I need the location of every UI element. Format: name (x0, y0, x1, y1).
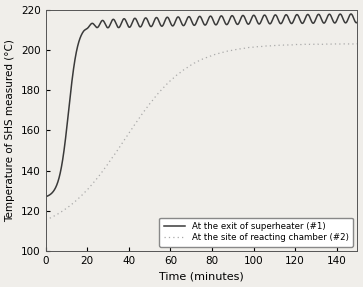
At the site of reacting chamber (#2) (176, 72, 181, 75)
X-axis label: Time (minutes): Time (minutes) (159, 272, 244, 282)
At the exit of superheater (#1) (79, 34, 83, 37)
At the exit of superheater (#1) (98, 22, 102, 26)
Y-axis label: Temperature of SHS measured (°C): Temperature of SHS measured (°C) (5, 39, 16, 222)
At the site of reacting chamber (#2) (315, 42, 320, 46)
Line: At the site of reacting chamber (#2): At the site of reacting chamber (#2) (46, 44, 358, 220)
At the site of reacting chamber (#2) (355, 42, 360, 46)
At the exit of superheater (#1) (349, 12, 354, 16)
At the site of reacting chamber (#2) (349, 42, 354, 46)
Line: At the exit of superheater (#1): At the exit of superheater (#1) (46, 14, 358, 197)
At the exit of superheater (#1) (315, 13, 320, 17)
At the exit of superheater (#1) (176, 15, 181, 19)
Legend: At the exit of superheater (#1), At the site of reacting chamber (#2): At the exit of superheater (#1), At the … (159, 218, 353, 247)
At the site of reacting chamber (#2) (44, 218, 48, 222)
At the exit of superheater (#1) (349, 12, 353, 16)
At the site of reacting chamber (#2) (163, 84, 167, 87)
At the site of reacting chamber (#2) (98, 173, 102, 177)
At the site of reacting chamber (#2) (79, 194, 83, 197)
At the exit of superheater (#1) (163, 18, 167, 22)
At the exit of superheater (#1) (355, 20, 360, 24)
At the exit of superheater (#1) (44, 195, 48, 198)
At the site of reacting chamber (#2) (355, 42, 359, 45)
